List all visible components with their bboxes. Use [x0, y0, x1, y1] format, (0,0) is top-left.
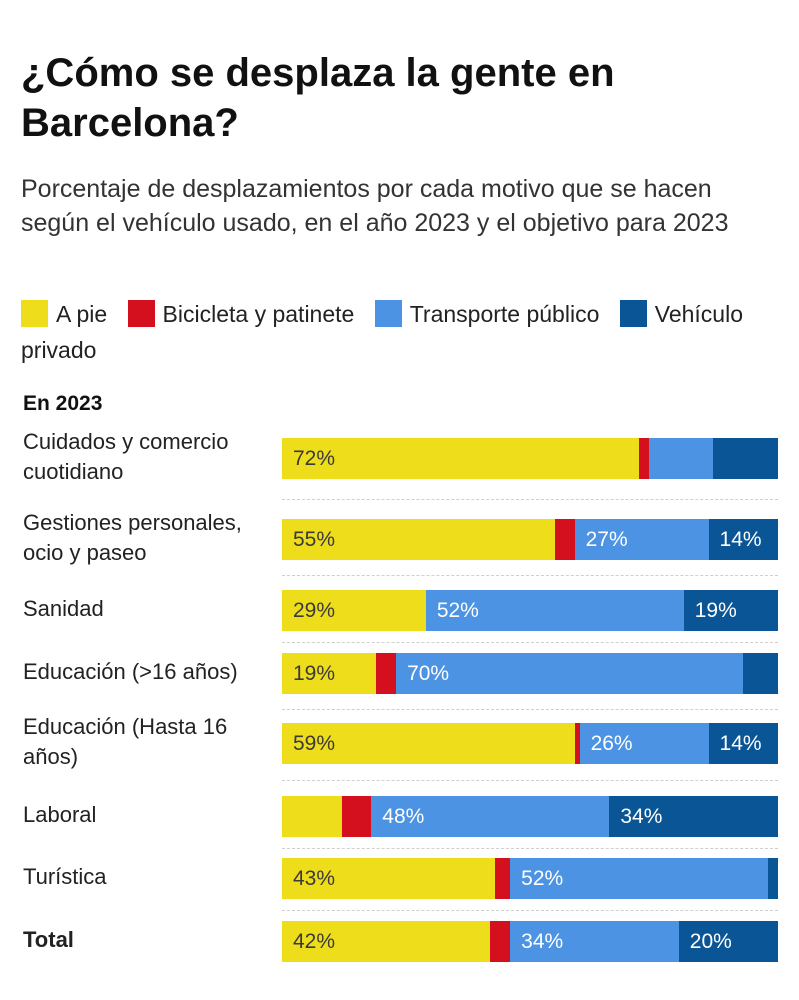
- legend-label: Transporte público: [409, 301, 600, 327]
- bar-segment: 42%: [282, 921, 491, 962]
- bar-segment: 55%: [282, 519, 555, 560]
- legend-item: Bicicleta y patinete: [127, 300, 355, 327]
- bar-segment: 14%: [708, 519, 778, 560]
- bar-segment: 59%: [282, 723, 575, 764]
- stacked-bar: 42% 34% 20%: [282, 921, 778, 962]
- data-label: 52%: [436, 599, 479, 622]
- bar-segment: 34%: [510, 921, 679, 962]
- bar-segment: 19%: [282, 653, 377, 694]
- data-label: 43%: [293, 867, 336, 890]
- row-divider: [282, 642, 778, 643]
- bar-segment: 34%: [609, 796, 778, 837]
- bar-segment: 70%: [396, 653, 744, 694]
- row-divider: [282, 910, 778, 911]
- row-divider: [282, 848, 778, 849]
- data-label: 52%: [521, 867, 564, 890]
- chart-subtitle: Porcentaje de desplazamientos por cada m…: [21, 175, 729, 237]
- data-label: 72%: [293, 447, 336, 470]
- stacked-bar: 19% 70%: [282, 653, 778, 694]
- row-divider: [282, 575, 778, 576]
- stacked-bar: 29% 52% 19%: [282, 590, 778, 631]
- bar-segment: 52%: [425, 590, 684, 631]
- bar-segment: [495, 858, 511, 899]
- data-label: 34%: [521, 930, 564, 953]
- data-label: 29%: [293, 599, 336, 622]
- legend-label: Vehículo privado: [21, 301, 743, 363]
- legend-swatch: [127, 300, 155, 327]
- bar-segment: [768, 858, 778, 899]
- row-label: Cuidados y comercio cuotidiano: [23, 428, 229, 484]
- bar-segment: 20%: [678, 921, 778, 962]
- legend-item: Vehículo privado: [21, 300, 743, 363]
- row-label: Educación (>16 años): [23, 658, 238, 684]
- row-label: Gestiones personales, ocio y paseo: [23, 509, 242, 565]
- bar-segment: 72%: [282, 438, 640, 479]
- data-label: 55%: [293, 528, 336, 551]
- data-label: 14%: [719, 528, 762, 551]
- row-divider: [282, 499, 778, 500]
- bar-segment: [639, 438, 650, 479]
- section-label: En 2023: [23, 392, 103, 415]
- data-label: 70%: [407, 662, 450, 685]
- data-label: 19%: [694, 599, 737, 622]
- bar-segment: 14%: [708, 723, 778, 764]
- data-label: 48%: [382, 805, 425, 828]
- bar-segment: [341, 796, 372, 837]
- bar-segment: 48%: [371, 796, 610, 837]
- stacked-bar: 59% 26% 14%: [282, 723, 778, 764]
- data-label: 19%: [293, 662, 336, 685]
- bar-segment: [554, 519, 575, 560]
- bar-segment: [282, 796, 342, 837]
- bar-segment: 29%: [282, 590, 426, 631]
- legend-swatch: [21, 300, 48, 327]
- chart-legend: A pie Bicicleta y patinete Transporte pú…: [21, 296, 791, 368]
- row-label: Turística: [23, 863, 107, 889]
- legend-label: A pie: [56, 301, 108, 327]
- row-divider: [282, 709, 778, 710]
- row-label: Educación (Hasta 16 años): [23, 713, 228, 769]
- bar-segment: 43%: [282, 858, 496, 899]
- bar-segment: 19%: [683, 590, 778, 631]
- row-divider: [282, 780, 778, 781]
- legend-item: A pie: [21, 300, 108, 327]
- legend-label: Bicicleta y patinete: [162, 301, 355, 327]
- bar-segment: [376, 653, 397, 694]
- bar-segment: 26%: [579, 723, 709, 764]
- legend-swatch: [619, 300, 647, 327]
- chart-title: ¿Cómo se desplaza la gente en Barcelona?: [21, 51, 615, 145]
- stacked-bar: 43% 52%: [282, 858, 778, 899]
- row-label: Total: [23, 926, 74, 952]
- stacked-bar: 55% 27% 14%: [282, 519, 778, 560]
- legend-swatch: [374, 300, 402, 327]
- row-label: Laboral: [23, 801, 97, 827]
- stacked-bar: 72%: [282, 438, 778, 479]
- bar-segment: [743, 653, 778, 694]
- bar-segment: [649, 438, 714, 479]
- data-label: 27%: [585, 528, 628, 551]
- bar-segment: [490, 921, 511, 962]
- data-label: 34%: [620, 805, 663, 828]
- legend-item: Transporte público: [374, 300, 600, 327]
- bar-segment: 52%: [510, 858, 769, 899]
- stacked-bar: 48% 34%: [282, 796, 778, 837]
- bar-segment: [713, 438, 778, 479]
- bar-segment: 27%: [574, 519, 709, 560]
- data-label: 26%: [590, 732, 633, 755]
- row-label: Sanidad: [23, 595, 104, 621]
- bar-segment: [574, 723, 580, 764]
- data-label: 42%: [293, 930, 336, 953]
- data-label: 59%: [293, 732, 336, 755]
- data-label: 14%: [719, 732, 762, 755]
- data-label: 20%: [689, 930, 732, 953]
